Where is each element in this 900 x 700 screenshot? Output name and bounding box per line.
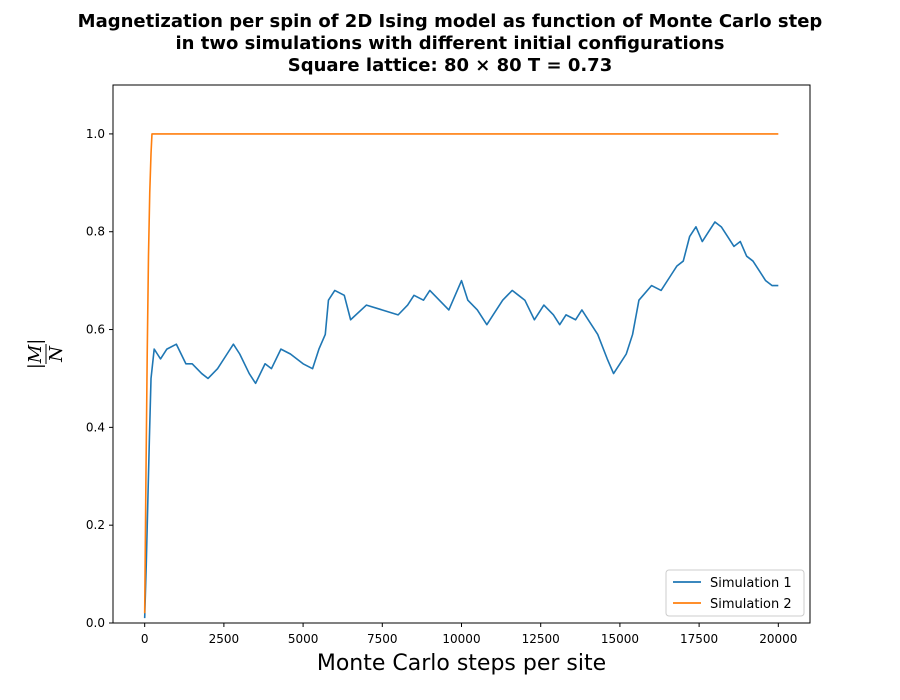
y-tick-label: 0.8 [86,225,105,239]
plot-frame [112,84,811,624]
series-line-simulation-1 [143,221,779,619]
chart-title-line-1: Magnetization per spin of 2D Ising model… [77,11,823,32]
y-tick-label: 0.2 [86,518,105,532]
series-layer [143,133,779,619]
legend-label-simulation-1: Simulation 1 [710,576,792,591]
series-line-simulation-2 [143,133,779,614]
plot-area [113,85,810,623]
y-axis-label: |M| N [25,339,67,370]
y-axis-label-numerator: |M| [25,339,46,370]
y-tick-label: 0.0 [86,616,105,630]
chart-title-line-3: Square lattice: 80 × 80 T = 0.73 [287,55,613,76]
chart-title: Magnetization per spin of 2D Ising model… [0,11,900,77]
x-tick-label: 17500 [680,632,718,646]
y-tick-label: 0.4 [86,420,105,434]
chart-title-line-2: in two simulations with different initia… [175,33,725,54]
x-tick-label: 15000 [601,632,639,646]
x-tick-label: 20000 [759,632,797,646]
y-axis-label-denominator: N [46,345,67,363]
legend-label-simulation-2: Simulation 2 [710,597,792,612]
x-tick-label: 2500 [209,632,240,646]
y-tick-label: 1.0 [86,127,105,141]
x-axis-label: Monte Carlo steps per site [317,651,606,676]
tick-layer: 0 2500 5000 7500 10000 12500 15000 17500 20000 0.… [86,127,798,646]
x-tick-label: 5000 [288,632,319,646]
x-tick-label: 10000 [442,632,480,646]
legend: Simulation 1 Simulation 2 [665,569,805,617]
y-tick-label: 0.6 [86,323,105,337]
x-tick-label: 0 [141,632,149,646]
x-tick-label: 12500 [522,632,560,646]
x-tick-label: 7500 [367,632,398,646]
